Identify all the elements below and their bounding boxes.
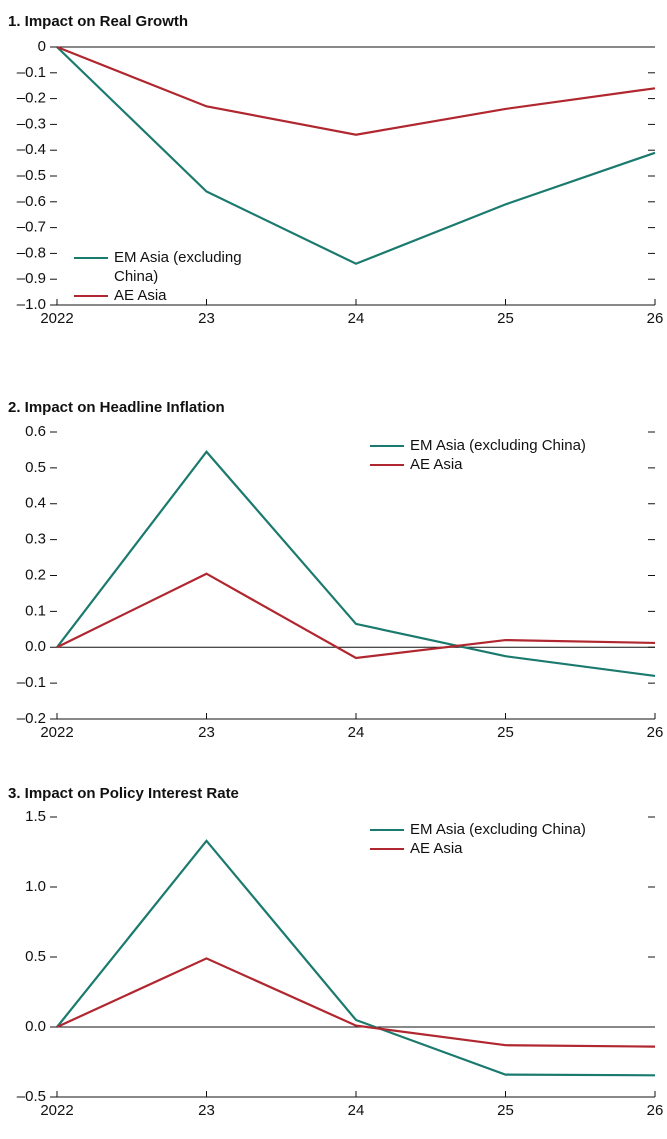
legend-entry: EM Asia (excluding China) <box>370 820 660 839</box>
y-tick-label: 0.5 <box>25 948 46 965</box>
y-tick-label: 0 <box>38 38 46 55</box>
legend-label: AE Asia <box>114 287 167 304</box>
legend-swatch <box>74 295 108 297</box>
y-tick-label: 0.6 <box>25 423 46 440</box>
y-tick-label: 1.5 <box>25 808 46 825</box>
legend-label: EM Asia (excluding China) <box>114 249 242 285</box>
legend-entry: AE Asia <box>74 286 259 305</box>
y-tick-label: –0.7 <box>17 219 46 236</box>
y-tick-label: –0.4 <box>17 141 46 158</box>
x-tick-label: 25 <box>497 724 514 741</box>
series-line <box>56 957 656 1048</box>
x-tick-label: 2022 <box>40 310 73 327</box>
y-tick-label: –1.0 <box>17 296 46 313</box>
series-line <box>56 449 656 678</box>
y-tick-label: 0.0 <box>25 1018 46 1035</box>
x-tick-label: 2022 <box>40 724 73 741</box>
y-tick-label: –0.1 <box>17 674 46 691</box>
series-line <box>56 572 656 660</box>
x-tick-label: 23 <box>198 724 215 741</box>
x-tick-label: 26 <box>647 1102 664 1119</box>
legend: EM Asia (excluding China) AE Asia <box>370 820 660 858</box>
x-tick-label: 25 <box>497 310 514 327</box>
x-tick-label: 24 <box>348 1102 365 1119</box>
y-tick-label: –0.3 <box>17 115 46 132</box>
x-tick-label: 2022 <box>40 1102 73 1119</box>
legend-entry: AE Asia <box>370 455 660 474</box>
y-tick-label: –0.8 <box>17 244 46 261</box>
y-tick-label: 0.4 <box>25 495 46 512</box>
y-tick-label: 1.0 <box>25 878 46 895</box>
x-tick-label: 26 <box>647 310 664 327</box>
legend: EM Asia (excluding China) AE Asia <box>370 436 660 474</box>
legend-label: EM Asia (excluding China) <box>410 821 586 838</box>
x-tick-label: 24 <box>348 310 365 327</box>
y-tick-label: –0.5 <box>17 167 46 184</box>
y-tick-label: 0.1 <box>25 602 46 619</box>
y-tick-label: –0.2 <box>17 710 46 727</box>
legend-swatch <box>370 464 404 466</box>
y-tick-label: –0.9 <box>17 270 46 287</box>
y-tick-label: –0.6 <box>17 193 46 210</box>
legend-swatch <box>370 848 404 850</box>
series-line <box>56 46 656 265</box>
x-tick-label: 25 <box>497 1102 514 1119</box>
legend-box: EM Asia (excluding China) AE Asia <box>370 436 660 474</box>
legend-label: AE Asia <box>410 456 463 473</box>
y-tick-label: 0.0 <box>25 638 46 655</box>
legend-entry: EM Asia (excluding China) <box>74 248 259 286</box>
y-tick-label: 0.3 <box>25 531 46 548</box>
legend-label: EM Asia (excluding China) <box>410 437 586 454</box>
x-tick-label: 23 <box>198 1102 215 1119</box>
legend: EM Asia (excluding China) AE Asia <box>74 248 259 305</box>
legend-box: EM Asia (excluding China) AE Asia <box>74 248 259 305</box>
legend-swatch <box>74 257 108 259</box>
legend-entry: AE Asia <box>370 839 660 858</box>
y-tick-label: 0.2 <box>25 566 46 583</box>
legend-box: EM Asia (excluding China) AE Asia <box>370 820 660 858</box>
legend-swatch <box>370 829 404 831</box>
chart-title: 1. Impact on Real Growth <box>8 13 188 30</box>
y-tick-label: –0.2 <box>17 90 46 107</box>
series-line <box>56 839 656 1077</box>
legend-label: AE Asia <box>410 840 463 857</box>
x-tick-label: 24 <box>348 724 365 741</box>
y-tick-label: –0.5 <box>17 1088 46 1105</box>
x-tick-label: 26 <box>647 724 664 741</box>
legend-entry: EM Asia (excluding China) <box>370 436 660 455</box>
y-tick-label: 0.5 <box>25 459 46 476</box>
series-line <box>56 45 656 136</box>
x-tick-label: 23 <box>198 310 215 327</box>
legend-swatch <box>370 445 404 447</box>
y-tick-label: –0.1 <box>17 64 46 81</box>
chart-title: 3. Impact on Policy Interest Rate <box>8 785 239 802</box>
chart-title: 2. Impact on Headline Inflation <box>8 399 225 416</box>
